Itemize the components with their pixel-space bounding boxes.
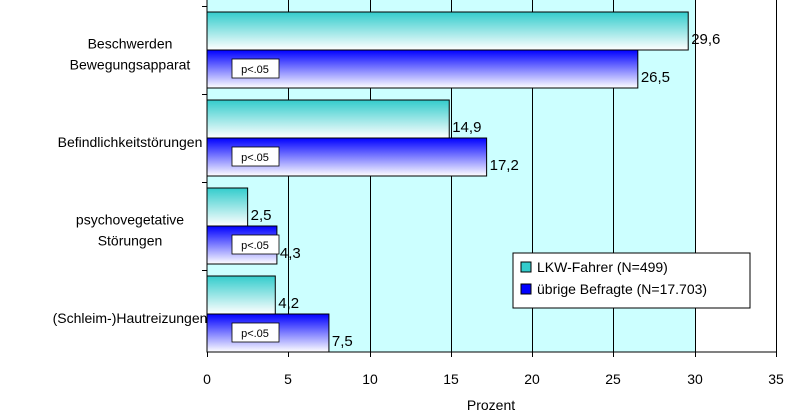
x-tick-label: 5 xyxy=(284,371,292,387)
category-label: psychovegetative xyxy=(76,212,184,228)
data-label: 7,5 xyxy=(332,333,353,350)
x-tick-label: 35 xyxy=(768,371,784,387)
annotation-label: p<.05 xyxy=(241,240,269,252)
legend-label: übrige Befragte (N=17.703) xyxy=(537,281,707,297)
annotation-label: p<.05 xyxy=(241,64,269,76)
bar xyxy=(206,11,689,51)
data-label: 17,2 xyxy=(490,157,519,174)
x-axis-title: Prozent xyxy=(467,397,515,413)
annotation-label: p<.05 xyxy=(241,152,269,164)
x-tick-label: 20 xyxy=(524,371,540,387)
x-tick-label: 0 xyxy=(203,371,211,387)
annotation-label: p<.05 xyxy=(241,328,269,340)
x-tick-label: 15 xyxy=(443,371,459,387)
data-label: 14,9 xyxy=(452,119,481,136)
legend: LKW-Fahrer (N=499) übrige Befragte (N=17.… xyxy=(512,252,751,309)
legend-swatch xyxy=(520,283,532,295)
data-label: 4,2 xyxy=(278,295,299,312)
bar xyxy=(206,275,276,315)
bar xyxy=(206,99,450,139)
legend-label: LKW-Fahrer (N=499) xyxy=(537,259,668,275)
legend-swatch xyxy=(520,261,532,273)
data-label: 2,5 xyxy=(251,207,272,224)
data-label: 26,5 xyxy=(641,69,670,86)
annotation-box xyxy=(231,58,280,79)
x-tick-label: 25 xyxy=(605,371,621,387)
bars xyxy=(206,11,689,353)
category-label: (Schleim-)Hautreizungen xyxy=(53,310,208,326)
labels: 0 5 10 15 20 25 30 35 Beschwerden Bewegungsappara… xyxy=(53,31,784,387)
bar xyxy=(206,187,249,227)
category-label: Bewegungsapparat xyxy=(70,57,191,73)
category-label: Beschwerden xyxy=(88,36,173,52)
data-label: 29,6 xyxy=(691,31,720,48)
data-label: 4,3 xyxy=(280,245,301,262)
x-tick-label: 30 xyxy=(687,371,703,387)
annotation-box xyxy=(231,146,280,167)
annotation-box xyxy=(231,234,280,255)
category-label: Befindlichkeitstörungen xyxy=(58,134,203,150)
legend-box xyxy=(512,252,751,309)
category-label: Störungen xyxy=(98,233,163,249)
axes xyxy=(202,0,777,357)
x-tick-label: 10 xyxy=(362,371,378,387)
annotation-box xyxy=(231,322,280,343)
